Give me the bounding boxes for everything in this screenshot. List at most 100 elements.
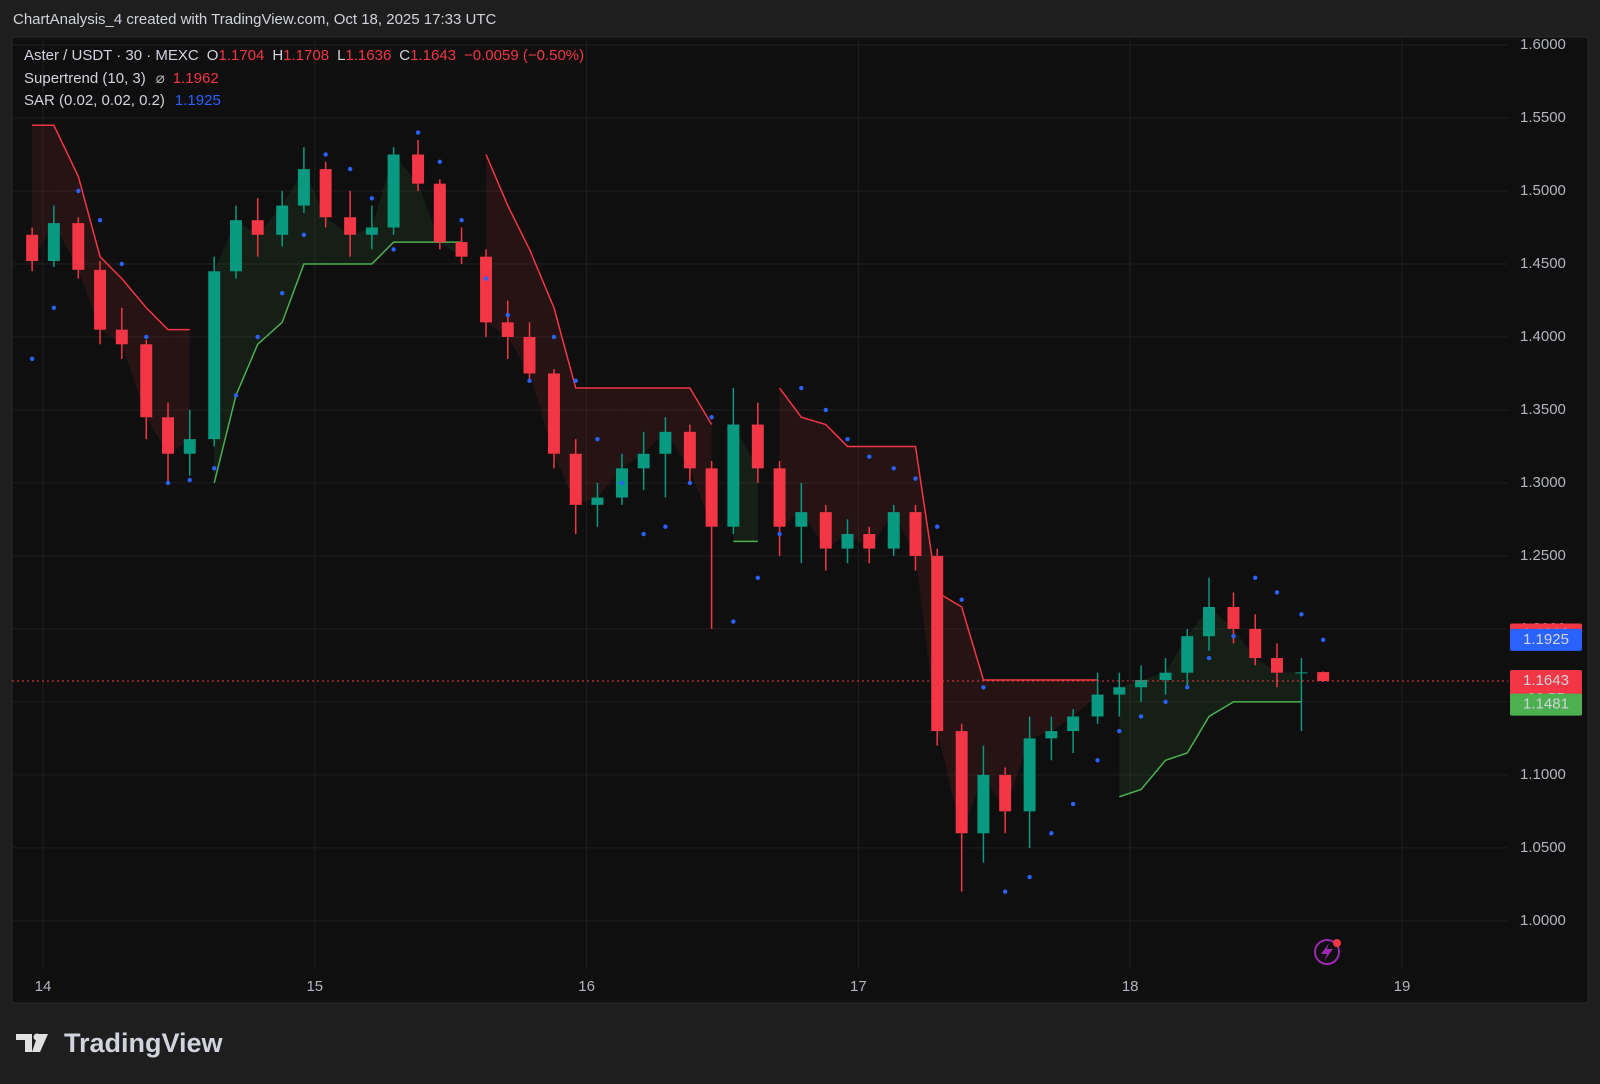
y-tick-label: 1.1000: [1520, 766, 1566, 783]
sar-dot: [755, 575, 761, 581]
c-letter: C: [399, 47, 410, 64]
sar-dot: [709, 415, 714, 420]
sar-price-label: 1.1925: [1523, 631, 1569, 648]
candle-body: [94, 269, 107, 330]
sar-dot: [187, 477, 192, 483]
sar-dot: [799, 385, 804, 391]
trend-fill: [53, 125, 79, 270]
y-tick-label: 1.3000: [1520, 474, 1566, 491]
candle-body: [229, 220, 242, 272]
sar-dot: [255, 334, 260, 340]
sar-dot: [347, 166, 353, 172]
sar-dot: [1231, 633, 1236, 639]
candle-body: [365, 227, 378, 235]
supertrend-name: Supertrend (10, 3): [24, 70, 146, 87]
h-letter: H: [272, 47, 283, 64]
sar-dot: [1095, 758, 1100, 763]
candle-body: [276, 205, 289, 235]
supertrend-up-label: 1.1481: [1523, 696, 1569, 713]
sar-dot: [505, 312, 510, 318]
trend-fill: [121, 278, 147, 418]
trend-fill: [325, 217, 351, 264]
sar-dot: [1206, 655, 1212, 661]
candle-body: [591, 497, 604, 505]
trend-fill: [1073, 679, 1098, 717]
lightning-icon: [1314, 939, 1341, 965]
sar-dot: [76, 188, 81, 194]
trend-fill: [350, 227, 372, 264]
y-tick-label: 1.5000: [1520, 182, 1566, 199]
y-tick-label: 1.5500: [1520, 109, 1566, 126]
sar-dot: [301, 232, 307, 237]
h-value: 1.1708: [283, 47, 329, 64]
sar-dot: [935, 524, 940, 529]
trend-fill: [869, 446, 894, 549]
candle-body: [1295, 672, 1308, 674]
candle-body: [251, 220, 264, 235]
y-tick-label: 1.0000: [1520, 912, 1566, 929]
sar-dot: [1163, 699, 1168, 705]
sar-dot: [981, 685, 986, 690]
candle-body: [297, 169, 310, 206]
candle-body: [1270, 658, 1283, 673]
y-tick-label: 1.0500: [1520, 839, 1566, 856]
trend-fill: [621, 388, 644, 469]
candle-body: [47, 223, 60, 262]
candle-body: [819, 512, 832, 549]
candle-body: [977, 774, 990, 834]
sar-dot: [527, 378, 532, 383]
sar-dot: [212, 466, 217, 471]
x-tick-label: 16: [578, 978, 595, 995]
y-tick-label: 1.3500: [1520, 401, 1566, 418]
candle-body: [727, 424, 740, 527]
logo: [16, 1033, 48, 1052]
supertrend-value: 1.1962: [173, 70, 219, 87]
sar-dot: [51, 305, 57, 310]
sar-dot: [391, 247, 396, 252]
candle-body: [569, 453, 582, 505]
candle-body: [1203, 607, 1215, 637]
sar-dot: [369, 196, 375, 201]
x-tick-label: 19: [1394, 978, 1411, 995]
candle-body: [1091, 694, 1104, 717]
sar-dot: [823, 407, 828, 413]
sar-dot: [731, 619, 736, 624]
trend-fill: [1029, 679, 1052, 739]
sar-dot: [777, 531, 782, 537]
candle-body: [72, 223, 85, 270]
candle-body: [1227, 607, 1240, 629]
sar-dot: [687, 480, 693, 486]
trend-fill: [937, 592, 962, 834]
candle-body: [751, 424, 764, 469]
sar-dot: [1299, 612, 1304, 617]
trend-fill: [1141, 672, 1166, 790]
sar-name: SAR (0.02, 0.02, 0.2): [24, 92, 165, 109]
sar-dot: [165, 480, 171, 486]
candle-body: [162, 417, 174, 454]
footer-brand: TradingView: [64, 1028, 224, 1058]
sar-dot: [233, 393, 239, 398]
candle-body: [1249, 628, 1262, 659]
x-tick-label: 17: [850, 978, 867, 995]
candle-body: [1181, 636, 1194, 673]
last-price-label: 1.1643: [1523, 672, 1569, 689]
sar-dot: [1253, 575, 1258, 581]
sar-dot: [1002, 889, 1008, 894]
sar-dot: [1027, 874, 1032, 880]
trend-fill: [1119, 679, 1142, 797]
o-letter: O: [207, 47, 219, 64]
l-letter: L: [337, 47, 345, 64]
sar-dot: [144, 334, 149, 340]
trend-fill: [597, 388, 622, 498]
sar-dot: [663, 524, 668, 529]
trend-fill: [1276, 672, 1302, 702]
sar-dot: [29, 356, 35, 362]
change: −0.0059 (−0.50%): [464, 47, 584, 64]
sar-dot: [1138, 714, 1144, 719]
trend-fill: [801, 417, 826, 549]
candle-body: [319, 169, 332, 218]
c-value: 1.1643: [410, 47, 456, 64]
sar-dot: [415, 130, 421, 135]
sar-dot: [97, 217, 103, 223]
